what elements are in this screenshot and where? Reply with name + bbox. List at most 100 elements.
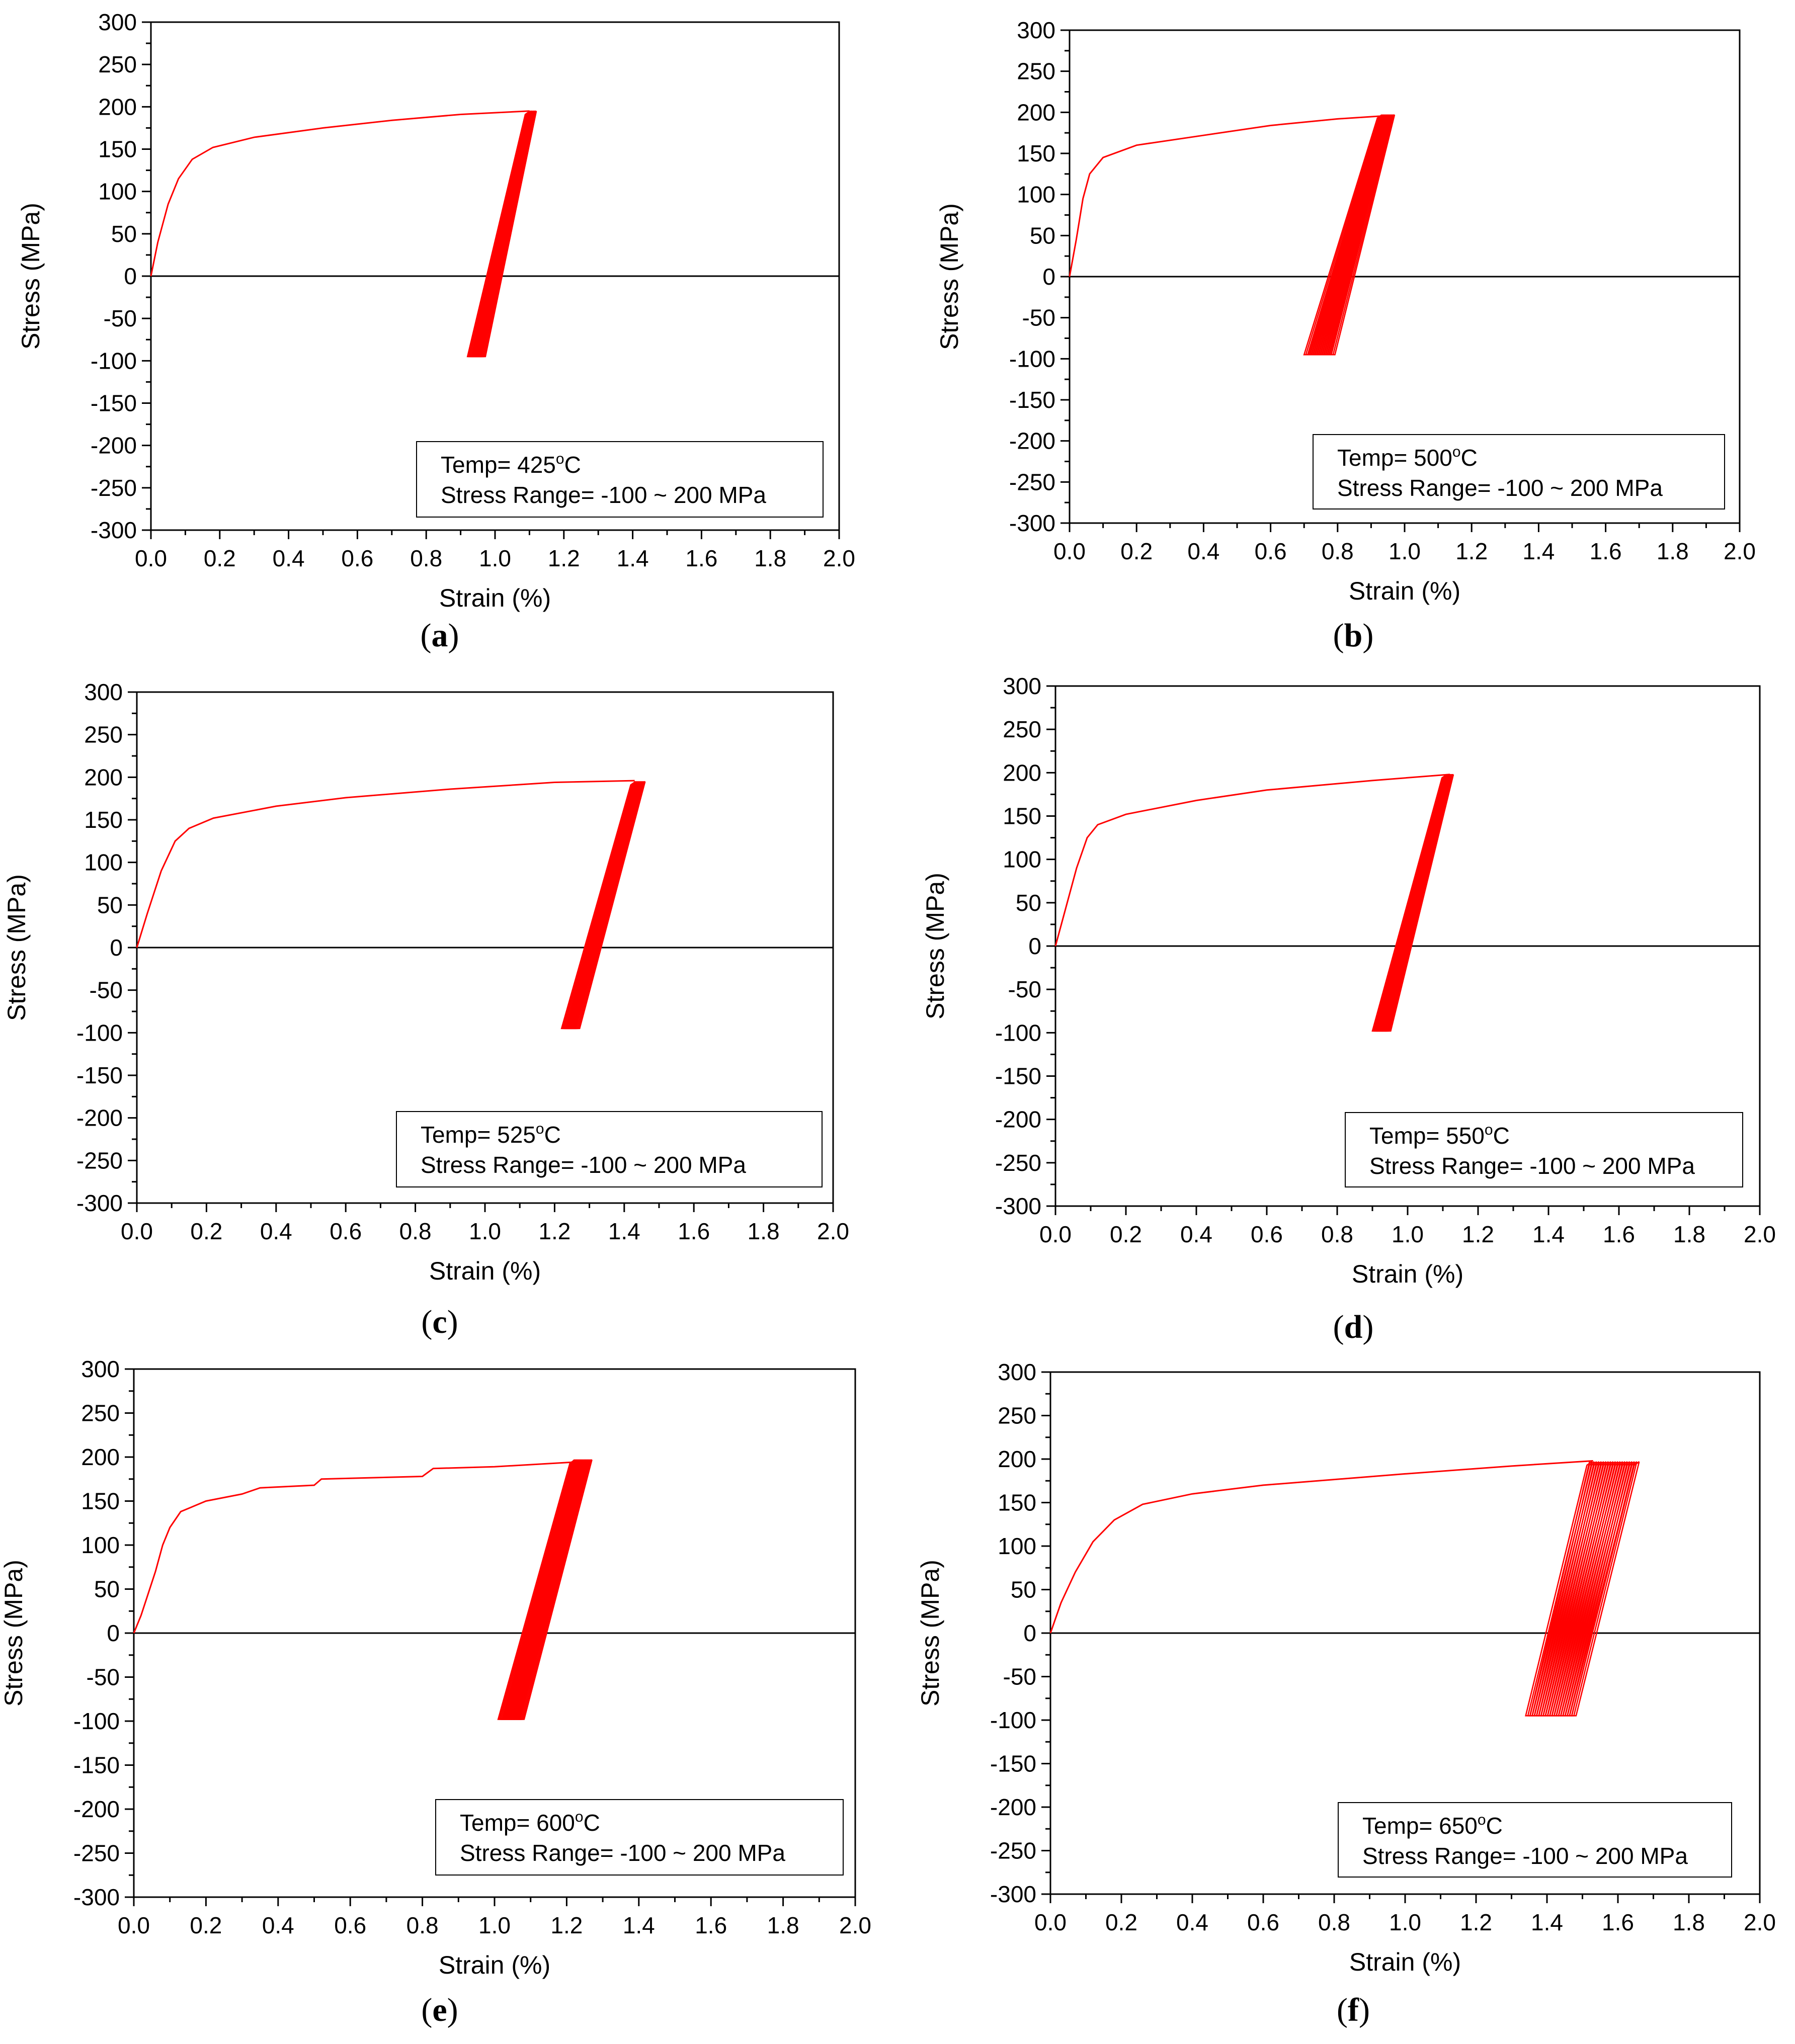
panel-label: (b) (1333, 617, 1374, 654)
hysteresis-loop (479, 110, 537, 358)
hysteresis-loop (573, 781, 646, 1030)
x-tick-label: 0.6 (1251, 1221, 1283, 1247)
hysteresis-loop (509, 1459, 585, 1720)
x-tick-label: 0.0 (1039, 1221, 1072, 1247)
hysteresis-loop (1374, 774, 1449, 1032)
x-tick-label: 1.4 (617, 545, 649, 571)
x-tick-label: 1.6 (685, 545, 717, 571)
hysteresis-loop (1529, 1461, 1597, 1717)
x-tick-label: 2.0 (817, 1218, 849, 1244)
y-tick-label: 150 (98, 136, 137, 162)
hysteresis-loop (470, 110, 533, 358)
y-tick-label: 100 (98, 179, 137, 205)
x-tick-label: 0.6 (334, 1912, 366, 1938)
hysteresis-loop (471, 110, 533, 358)
hysteresis-loop (1560, 1461, 1630, 1717)
hysteresis-loop (511, 1459, 587, 1720)
y-tick-label: -300 (995, 1193, 1041, 1219)
plot-frame (150, 21, 840, 531)
hysteresis-loop (1538, 1461, 1607, 1717)
x-tick-label: 1.8 (1673, 1221, 1705, 1247)
x-axis-title: Strain (%) (439, 584, 551, 612)
y-tick-label: 300 (98, 9, 137, 35)
y-axis-title: Stress (MPa) (916, 1560, 944, 1707)
x-tick-label: 0.0 (121, 1218, 153, 1244)
legend-stress-range: Stress Range= -100 ~ 200 MPa (441, 482, 766, 508)
y-tick-label: 250 (98, 51, 137, 77)
hysteresis-loop (567, 781, 641, 1030)
hysteresis-loop (570, 781, 644, 1030)
y-tick-label: 100 (998, 1533, 1036, 1559)
y-tick-label: -100 (76, 1019, 123, 1046)
y-tick-label: -200 (995, 1106, 1041, 1133)
x-tick-label: 0.6 (1247, 1909, 1279, 1935)
y-tick-label: 150 (81, 1488, 120, 1514)
y-tick-label: -50 (1008, 976, 1041, 1002)
hysteresis-loop (1379, 774, 1451, 1032)
hysteresis-loop (507, 1459, 584, 1720)
y-tick-label: 250 (998, 1403, 1036, 1429)
legend-box (1338, 1802, 1732, 1878)
x-tick-label: 0.2 (204, 545, 236, 571)
hysteresis-loop (1531, 1461, 1600, 1717)
y-tick-label: 200 (1003, 759, 1041, 786)
hysteresis-loop (1330, 114, 1396, 356)
legend-stress-range: Stress Range= -100 ~ 200 MPa (1337, 475, 1663, 501)
y-tick-label: -50 (1003, 1664, 1036, 1690)
y-tick-label: -250 (995, 1150, 1041, 1176)
hysteresis-loop (565, 781, 640, 1030)
hysteresis-loop (474, 110, 534, 358)
y-tick-label: 0 (124, 263, 137, 289)
hysteresis-loop (506, 1459, 583, 1720)
x-tick-label: 0.2 (1120, 538, 1153, 564)
hysteresis-loop (568, 781, 642, 1030)
hysteresis-loop (1303, 114, 1382, 356)
y-tick-label: 250 (1017, 58, 1055, 84)
y-tick-label: -100 (990, 1707, 1036, 1733)
x-tick-label: 0.8 (1321, 1221, 1353, 1247)
y-tick-label: 150 (1017, 140, 1055, 166)
panel-label: (f) (1337, 1992, 1370, 2028)
y-tick-label: -100 (73, 1708, 120, 1734)
hysteresis-loop (1558, 1461, 1628, 1717)
hysteresis-loop (497, 1459, 576, 1720)
hysteresis-loop (1384, 774, 1454, 1032)
y-tick-label: 100 (81, 1532, 120, 1558)
x-tick-label: 1.6 (678, 1218, 710, 1244)
y-tick-label: -150 (1009, 387, 1055, 413)
y-axis-title: Stress (MPa) (935, 203, 963, 350)
hysteresis-loop (1304, 114, 1383, 356)
y-tick-label: -50 (90, 977, 123, 1003)
y-tick-label: -200 (91, 433, 137, 459)
hysteresis-loop (480, 110, 537, 358)
hysteresis-loop (1319, 114, 1391, 356)
y-tick-label: 0 (1042, 264, 1055, 290)
x-tick-label: 2.0 (1744, 1221, 1776, 1247)
plot-frame (1069, 29, 1741, 524)
monotonic-loading-curve (1069, 115, 1388, 277)
hysteresis-loop (516, 1459, 592, 1720)
y-tick-label: -300 (73, 1884, 120, 1910)
y-axis-title: Stress (MPa) (0, 1560, 28, 1707)
x-tick-label: 1.6 (1590, 538, 1622, 564)
hysteresis-loop (562, 781, 637, 1030)
x-tick-label: 1.8 (767, 1912, 799, 1938)
y-tick-label: -250 (76, 1147, 123, 1173)
hysteresis-loop (475, 110, 535, 358)
legend-box (396, 1111, 823, 1187)
y-tick-label: -150 (76, 1062, 123, 1088)
y-tick-label: -50 (104, 305, 137, 331)
x-tick-label: 1.0 (1392, 1221, 1424, 1247)
x-tick-label: 0.8 (399, 1218, 432, 1244)
hysteresis-loop (1316, 114, 1389, 356)
monotonic-loading-curve (150, 110, 530, 277)
hysteresis-loop (504, 1459, 581, 1720)
y-tick-label: 300 (1003, 673, 1041, 699)
x-tick-label: 0.6 (1255, 538, 1287, 564)
monotonic-loading-curve (133, 1461, 585, 1634)
hysteresis-loop (1326, 114, 1394, 356)
